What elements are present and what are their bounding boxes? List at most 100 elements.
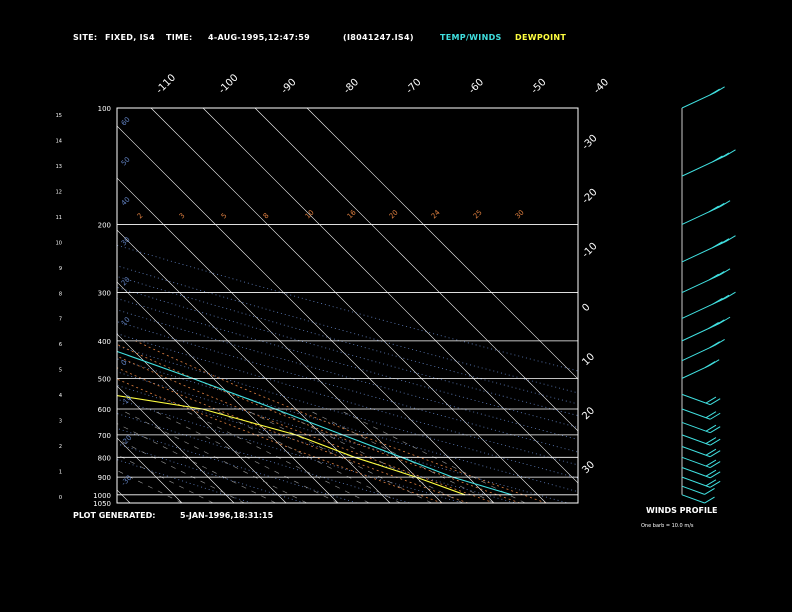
wind-barb xyxy=(681,359,720,379)
isotherm-right-label: -10 xyxy=(580,241,599,260)
isotherm-top-label: -60 xyxy=(467,77,486,96)
isotherm-line xyxy=(117,281,339,503)
dry-adiabat-curve xyxy=(117,398,463,503)
wind-barb xyxy=(681,408,721,420)
adiabat-label: -20 xyxy=(120,434,134,448)
mixing-ratio-line xyxy=(181,408,370,503)
pressure-tick-label: 600 xyxy=(98,406,111,414)
isotherm-top-label: -40 xyxy=(592,77,611,96)
pressure-tick-label: 1000 xyxy=(93,492,111,500)
isotherm-line xyxy=(150,108,547,503)
pressure-tick-label: 1050 xyxy=(93,500,111,508)
mixing-ratio-label: 24 xyxy=(430,208,442,220)
isotherm-right-label: -20 xyxy=(580,187,599,206)
mixing-ratio-line xyxy=(306,408,495,503)
wind-barb xyxy=(681,316,731,342)
adiabat-label: 40 xyxy=(120,195,132,207)
height-tick-label: 5 xyxy=(59,368,62,374)
height-tick-label: 2 xyxy=(59,444,62,450)
isotherm-line xyxy=(117,489,131,503)
isotherm-line xyxy=(117,333,287,503)
height-tick-label: 6 xyxy=(59,342,62,348)
isotherm-right-label: 30 xyxy=(580,459,597,476)
wind-barb xyxy=(681,456,721,469)
isotherm-top-label: -80 xyxy=(342,77,361,96)
isotherm-right-label: -30 xyxy=(580,133,599,152)
pressure-tick-label: 100 xyxy=(98,105,111,113)
wind-barb xyxy=(681,149,736,177)
mixing-ratio-line xyxy=(117,438,245,503)
isotherm-top-label: -50 xyxy=(529,77,548,96)
mixing-ratio-label: 20 xyxy=(388,208,400,220)
mixing-ratio-line xyxy=(150,408,339,503)
wind-barb xyxy=(681,494,715,504)
height-tick-label: 12 xyxy=(56,189,62,195)
adiabat-label: 30 xyxy=(120,235,132,247)
isotherm-line xyxy=(254,108,578,432)
isotherm-line xyxy=(0,108,78,503)
wind-barb xyxy=(681,268,731,294)
dry-adiabat-curve xyxy=(117,276,578,405)
mixing-ratio-label: 5 xyxy=(220,212,229,221)
wind-barb xyxy=(681,291,736,319)
mixing-ratio-label: 8 xyxy=(262,212,271,221)
isotherm-top-label: -70 xyxy=(404,77,423,96)
pressure-tick-label: 700 xyxy=(98,432,111,440)
mixing-ratio-line xyxy=(212,408,401,503)
legend-temp: TEMP/WINDS xyxy=(440,33,502,42)
site-value: FIXED, IS4 xyxy=(105,33,155,42)
isotherm-right-label: 20 xyxy=(580,405,597,422)
mixing-ratio-line xyxy=(337,408,526,503)
height-tick-label: 1 xyxy=(59,470,62,476)
height-tick-label: 9 xyxy=(59,266,62,272)
dry-adiabat-curve xyxy=(117,244,578,372)
wind-barb xyxy=(681,393,721,406)
dry-adiabat-curve xyxy=(117,345,578,479)
isotherm-line xyxy=(306,108,578,380)
moist-adiabat-curve xyxy=(117,378,443,503)
height-tick-label: 11 xyxy=(56,215,62,221)
isotherm-right-label: 10 xyxy=(580,351,597,368)
isotherm-line xyxy=(0,108,26,503)
mixing-ratio-line xyxy=(243,408,432,503)
height-tick-label: 3 xyxy=(59,419,62,425)
mixing-ratio-label: 25 xyxy=(472,208,484,220)
mixing-ratio-line xyxy=(117,470,183,503)
dry-adiabat-curve xyxy=(117,413,411,503)
isotherm-top-label: -90 xyxy=(279,77,298,96)
dry-adiabat-curve xyxy=(117,286,578,417)
dry-adiabat-curve xyxy=(117,298,578,428)
wind-barb xyxy=(681,467,721,479)
wind-barb xyxy=(681,434,721,446)
moist-adiabat-curve xyxy=(117,343,521,503)
mixing-ratio-label: 3 xyxy=(178,212,187,221)
moist-adiabat-curve xyxy=(117,355,495,503)
time-value: 4-AUG-1995,12:47:59 xyxy=(208,33,311,42)
pressure-tick-label: 400 xyxy=(98,338,111,346)
wind-barb xyxy=(681,200,731,225)
height-tick-label: 14 xyxy=(56,138,62,144)
winds-profile-title: WINDS PROFILE xyxy=(646,506,718,515)
wind-barb xyxy=(681,235,736,263)
height-tick-label: 15 xyxy=(56,113,62,119)
isotherm-line xyxy=(202,108,578,484)
adiabat-label: -10 xyxy=(120,394,134,408)
mixing-ratio-line xyxy=(119,408,307,503)
mixing-ratio-label: 30 xyxy=(514,208,526,220)
adiabat-label: 10 xyxy=(120,315,132,327)
dry-adiabat-curve xyxy=(117,309,578,441)
legend-dewpoint: DEWPOINT xyxy=(515,33,567,42)
mixing-ratio-line xyxy=(117,423,276,503)
dry-adiabat-curve xyxy=(117,321,578,453)
dry-adiabat-curve xyxy=(117,427,358,503)
pressure-tick-label: 200 xyxy=(98,221,111,229)
isotherm-top-label: -100 xyxy=(217,72,241,96)
winds-profile-note: One barb = 10.0 m/s xyxy=(641,523,694,529)
plot-area xyxy=(0,108,578,503)
site-label: SITE: xyxy=(73,33,98,42)
adiabat-label: 50 xyxy=(120,155,132,167)
plot-frame xyxy=(116,107,579,504)
plot-generated-value: 5-JAN-1996,18:31:15 xyxy=(180,511,274,520)
isotherm-right-label: 0 xyxy=(580,302,592,314)
